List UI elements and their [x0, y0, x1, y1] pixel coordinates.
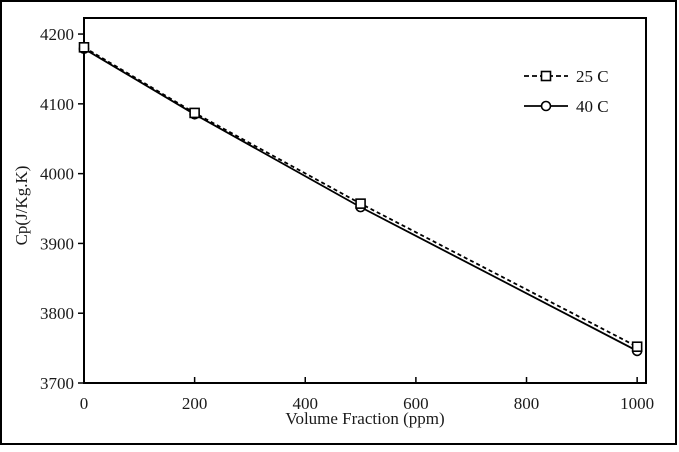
- legend-sample-solid-circle-icon: [524, 100, 568, 112]
- data-point-square-25-c: [631, 341, 643, 353]
- y-tick-label: 4100: [40, 95, 74, 114]
- legend-label-40c: 40 C: [576, 96, 609, 116]
- legend-label-25c: 25 C: [576, 66, 609, 86]
- x-tick-label: 400: [293, 394, 319, 413]
- y-tick-label: 3700: [40, 374, 74, 393]
- chart-legend: 25 C 40 C: [523, 61, 609, 121]
- y-tick-label: 4000: [40, 165, 74, 184]
- data-point-square-25-c: [189, 107, 200, 119]
- legend-sample-dashed-square-icon: [524, 70, 568, 82]
- legend-entry-40c: 40 C: [523, 91, 609, 121]
- x-tick-label: 600: [403, 394, 429, 413]
- y-axis-title: Cp(J/Kg.K): [12, 166, 31, 246]
- series-line-40-c: [83, 47, 638, 352]
- plot-frame: [83, 17, 647, 384]
- legend-entry-25c: 25 C: [523, 61, 609, 91]
- data-point-square-25-c: [78, 42, 90, 53]
- x-tick-label: 1000: [620, 394, 654, 413]
- x-axis-title: Volume Fraction (ppm): [285, 409, 444, 428]
- x-tick-label: 0: [80, 394, 89, 413]
- x-tick-label: 800: [514, 394, 540, 413]
- y-tick-label: 3900: [40, 234, 74, 253]
- series-line-25-c: [83, 46, 638, 348]
- x-tick-label: 200: [182, 394, 208, 413]
- y-tick-label: 3800: [40, 304, 74, 323]
- data-point-square-25-c: [355, 198, 366, 209]
- y-tick-label: 4200: [40, 25, 74, 44]
